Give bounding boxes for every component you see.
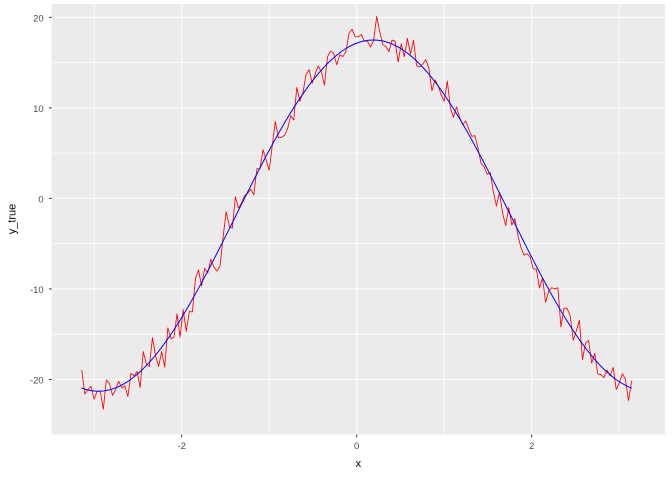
svg-text:2: 2 [529, 441, 534, 452]
svg-text:20: 20 [33, 13, 44, 24]
svg-text:0: 0 [354, 441, 359, 452]
svg-text:-20: -20 [30, 375, 44, 386]
svg-text:-10: -10 [30, 285, 44, 296]
svg-text:-2: -2 [177, 441, 185, 452]
svg-text:10: 10 [33, 104, 44, 115]
svg-text:0: 0 [38, 194, 43, 205]
